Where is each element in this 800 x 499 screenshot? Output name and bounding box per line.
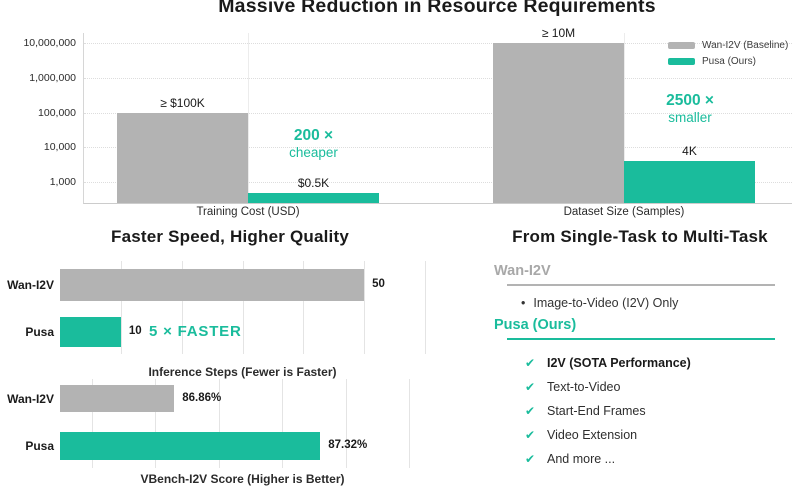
gridline-vertical — [364, 261, 365, 354]
gridline-vertical — [346, 379, 347, 468]
wan-section-divider — [507, 284, 775, 286]
legend-swatch-icon — [668, 57, 695, 65]
checklist-item: ✔ I2V (SOTA Performance) — [525, 356, 691, 370]
gridline-horizontal — [84, 43, 792, 45]
bar-baseline — [60, 385, 175, 412]
checklist-item: ✔ Text-to-Video — [525, 380, 691, 394]
gridline-horizontal — [84, 147, 792, 149]
annotation-smaller-word: smaller — [668, 109, 712, 125]
y-axis-tick-label: 10,000 — [43, 141, 76, 154]
pusa-section-divider — [507, 338, 775, 340]
y-axis-tick-label: 1,000 — [49, 176, 76, 189]
annotation-cheaper-word: cheaper — [289, 144, 338, 160]
legend-entry-label: Wan-I2V (Baseline) — [702, 39, 789, 51]
gridline-vertical — [155, 379, 156, 468]
row-category-label: Wan-I2V — [7, 278, 54, 292]
legend: Wan-I2V (Baseline) Pusa (Ours) — [668, 37, 788, 69]
bar-baseline — [60, 269, 365, 301]
bullet-icon: • — [521, 296, 526, 310]
gridline-vertical — [425, 261, 426, 354]
checklist-item: ✔ And more ... — [525, 452, 691, 466]
wan-feature-item: • Image-to-Video (I2V) Only — [521, 296, 678, 310]
gridline-vertical — [243, 261, 244, 354]
vbench-score-caption: VBench-I2V Score (Higher is Better) — [140, 472, 345, 486]
bar-ours — [60, 432, 321, 460]
bar-ours — [624, 161, 755, 203]
y-axis-tick-label: 100,000 — [38, 106, 76, 119]
annotation-smaller-factor: 2500 × — [666, 92, 714, 109]
inference-steps-caption: Inference Steps (Fewer is Faster) — [148, 365, 337, 379]
annotation-cheaper: 200 × cheaper — [250, 127, 377, 160]
pusa-feature-checklist: ✔ I2V (SOTA Performance) ✔ Text-to-Video ✔ St… — [525, 356, 691, 476]
bar-value-label: 4K — [682, 144, 697, 159]
bar-value-label: 87.32% — [328, 439, 368, 451]
bar-value-label: 86.86% — [182, 391, 222, 404]
annotation-faster: 5 × FASTER — [149, 323, 242, 340]
gridline-horizontal — [84, 78, 792, 80]
legend-entry-label: Pusa (Ours) — [702, 55, 756, 67]
annotation-smaller: 2500 × smaller — [624, 92, 756, 125]
y-axis-tick-label: 1,000,000 — [29, 72, 76, 85]
gridline-vertical — [624, 33, 625, 203]
checkmark-icon: ✔ — [525, 380, 536, 394]
checklist-item-text: I2V (SOTA Performance) — [547, 356, 691, 370]
bar-value-label: 50 — [372, 278, 385, 290]
gridline-vertical — [409, 379, 410, 468]
bar-ours — [60, 317, 121, 347]
legend-entry: Pusa (Ours) — [668, 53, 788, 69]
checklist-item-text: Text-to-Video — [547, 380, 621, 394]
gridline-vertical — [182, 261, 183, 354]
gridline-vertical — [248, 33, 249, 203]
checkmark-icon: ✔ — [525, 356, 536, 370]
gridline-horizontal — [84, 112, 792, 114]
wan-section-heading: Wan-I2V — [494, 263, 551, 279]
legend-swatch-icon — [668, 41, 695, 49]
resource-chart-plot: 1,000 10,000 100,000 1,000,000 10,000,000 ≥ $… — [23, 26, 792, 218]
row-category-label: Pusa — [25, 325, 54, 339]
bar-ours — [248, 192, 379, 203]
speed-quality-title: Faster Speed, Higher Quality — [111, 227, 349, 246]
checklist-item-text: Video Extension — [547, 428, 638, 442]
x-axis-category-label: Dataset Size (Samples) — [563, 206, 685, 218]
checklist-item: ✔ Video Extension — [525, 428, 691, 442]
bar-baseline — [493, 43, 624, 203]
legend-entry: Wan-I2V (Baseline) — [668, 37, 788, 53]
annotation-cheaper-factor: 200 × — [293, 127, 334, 144]
checklist-item-text: And more ... — [547, 452, 616, 466]
bar-value-label: 10 — [128, 325, 142, 337]
multi-task-title: From Single-Task to Multi-Task — [512, 227, 768, 246]
checkmark-icon: ✔ — [525, 428, 536, 442]
bar-baseline — [117, 112, 248, 203]
gridline-horizontal — [84, 182, 792, 184]
bar-value-label: $0.5K — [297, 175, 330, 190]
x-axis-category-label: Training Cost (USD) — [196, 206, 300, 218]
inference-steps-plot: Wan-I2V 50 Pusa 10 — [7, 261, 426, 354]
top-chart-title: Massive Reduction in Resource Requiremen… — [218, 0, 656, 17]
gridline-vertical — [282, 379, 283, 468]
row-category-label: Pusa — [25, 439, 54, 453]
vbench-score-plot: Wan-I2V 86.86% Pusa 87.32% — [7, 379, 425, 468]
pusa-section-heading: Pusa (Ours) — [494, 317, 577, 333]
checklist-item: ✔ Start-End Frames — [525, 404, 691, 418]
row-category-label: Wan-I2V — [7, 391, 54, 406]
gridline-vertical — [303, 261, 304, 354]
checkmark-icon: ✔ — [525, 452, 536, 466]
gridline-vertical — [121, 261, 122, 354]
y-axis-tick-label: 10,000,000 — [23, 37, 76, 50]
bar-value-label: ≥ $100K — [160, 95, 205, 110]
wan-feature-text: Image-to-Video (I2V) Only — [533, 296, 679, 310]
gridline-vertical — [219, 379, 220, 468]
checkmark-icon: ✔ — [525, 404, 536, 418]
gridline-vertical — [92, 379, 93, 468]
checklist-item-text: Start-End Frames — [547, 404, 646, 418]
bar-value-label: ≥ 10M — [541, 26, 576, 41]
